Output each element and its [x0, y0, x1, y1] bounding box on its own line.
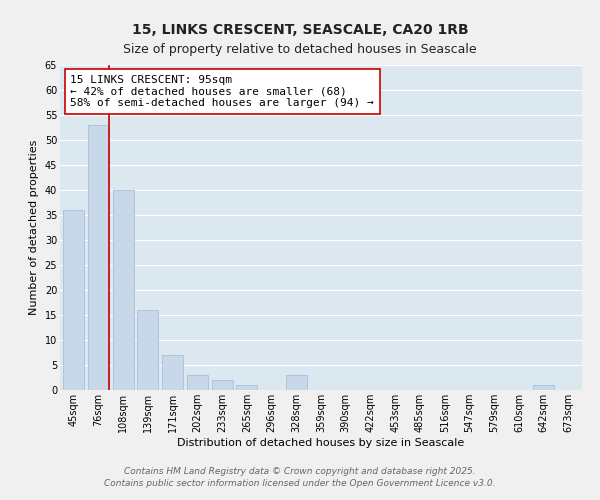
Bar — [162, 355, 183, 390]
Bar — [236, 385, 257, 390]
Bar — [212, 380, 233, 390]
X-axis label: Distribution of detached houses by size in Seascale: Distribution of detached houses by size … — [178, 438, 464, 448]
Bar — [88, 125, 109, 390]
Bar — [113, 190, 134, 390]
Text: Contains HM Land Registry data © Crown copyright and database right 2025.
Contai: Contains HM Land Registry data © Crown c… — [104, 466, 496, 487]
Text: 15, LINKS CRESCENT, SEASCALE, CA20 1RB: 15, LINKS CRESCENT, SEASCALE, CA20 1RB — [131, 22, 469, 36]
Bar — [286, 375, 307, 390]
Y-axis label: Number of detached properties: Number of detached properties — [29, 140, 39, 315]
Bar — [187, 375, 208, 390]
Text: Size of property relative to detached houses in Seascale: Size of property relative to detached ho… — [123, 42, 477, 56]
Text: 15 LINKS CRESCENT: 95sqm
← 42% of detached houses are smaller (68)
58% of semi-d: 15 LINKS CRESCENT: 95sqm ← 42% of detach… — [70, 74, 374, 108]
Bar — [63, 210, 84, 390]
Bar — [533, 385, 554, 390]
Bar — [137, 310, 158, 390]
